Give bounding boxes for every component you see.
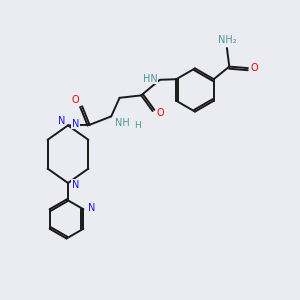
- Text: N: N: [58, 116, 65, 126]
- Text: NH: NH: [115, 118, 130, 128]
- Text: NH₂: NH₂: [218, 34, 236, 45]
- Text: HN: HN: [143, 74, 158, 84]
- Text: O: O: [157, 108, 164, 118]
- Text: N: N: [88, 203, 95, 213]
- Text: N: N: [72, 119, 79, 129]
- Text: O: O: [72, 94, 79, 105]
- Text: N: N: [72, 179, 79, 190]
- Text: H: H: [134, 121, 141, 130]
- Text: O: O: [251, 63, 258, 73]
